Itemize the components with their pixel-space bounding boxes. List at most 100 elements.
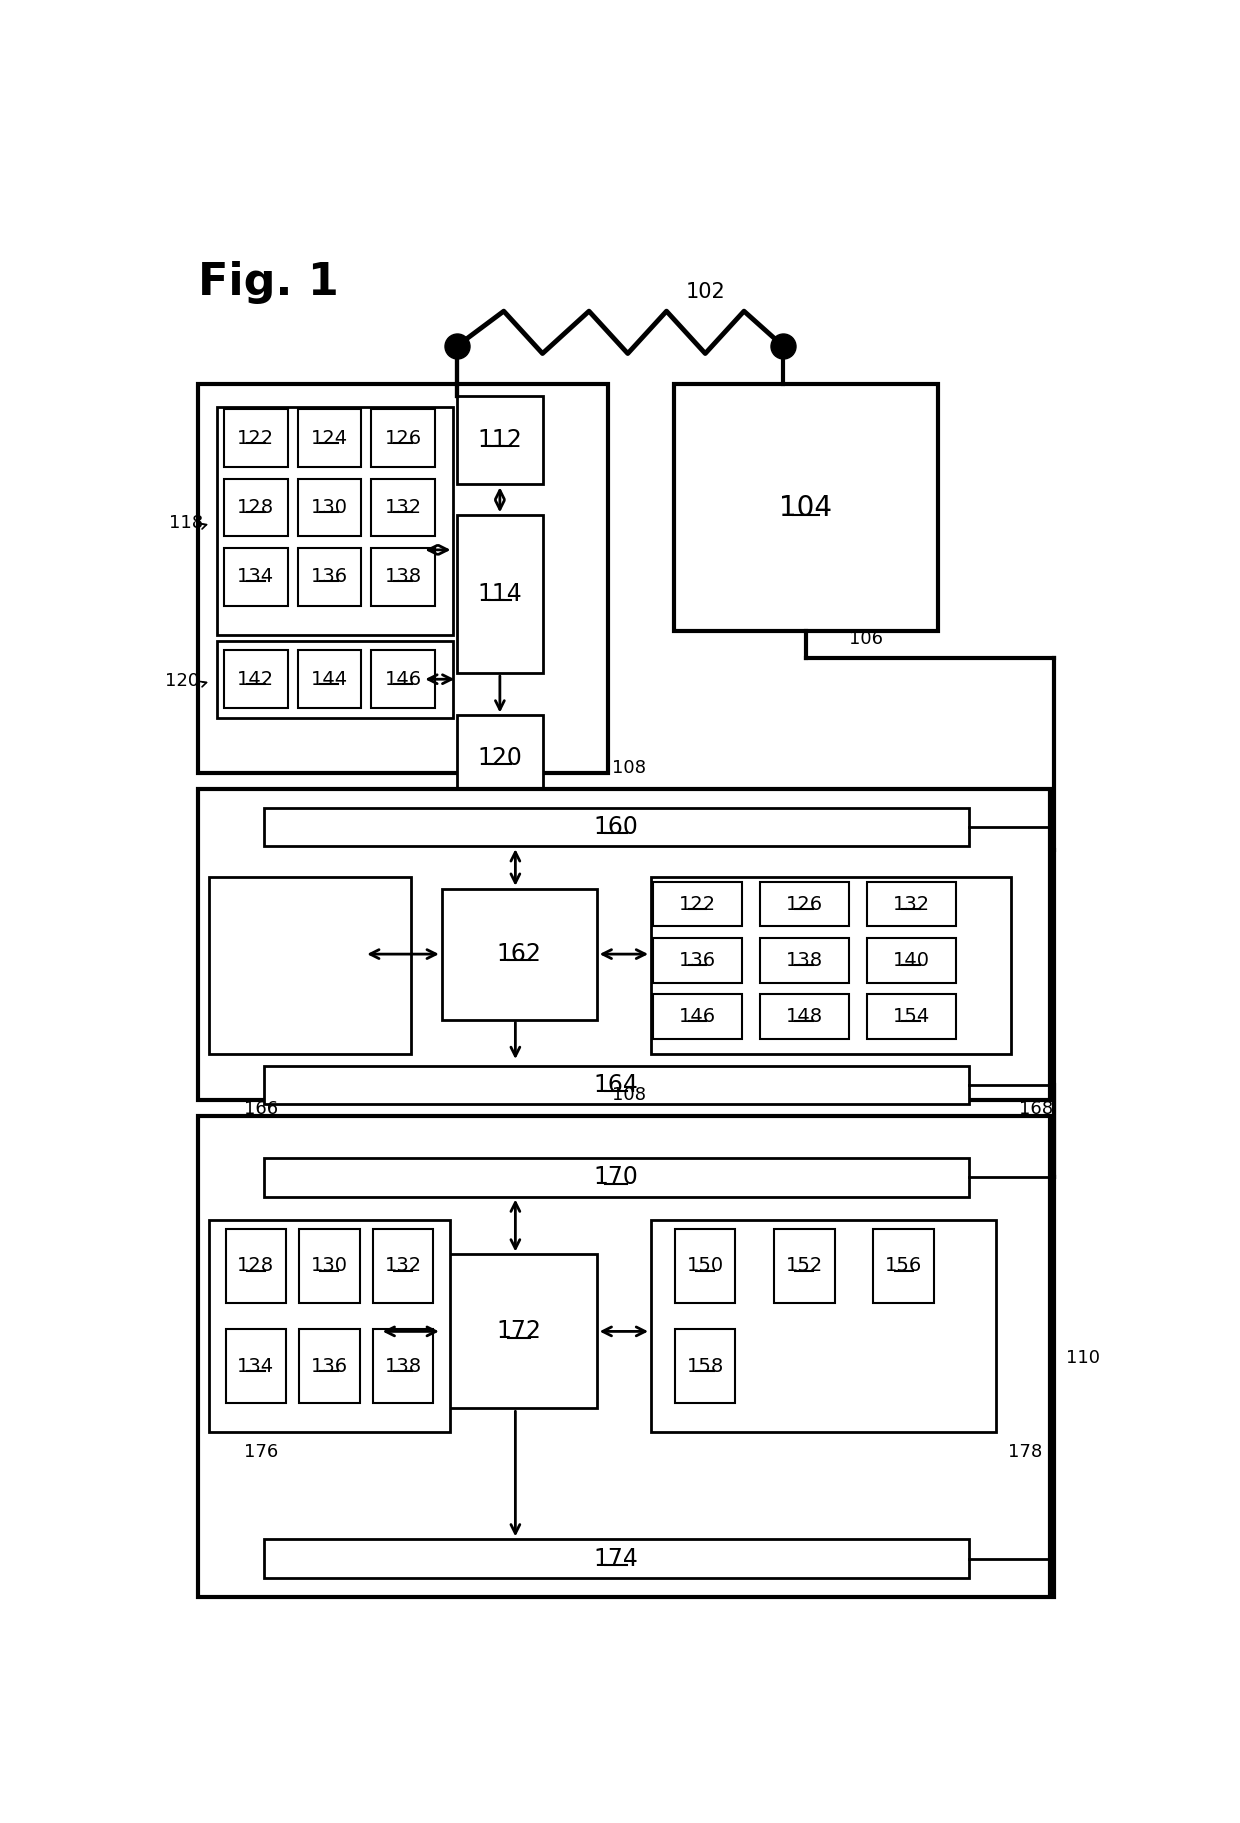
Bar (373, 1229, 433, 1303)
Text: 134: 134 (237, 1356, 274, 1376)
Text: 128: 128 (237, 498, 274, 518)
Text: 138: 138 (384, 1356, 422, 1376)
Text: 106: 106 (848, 631, 883, 649)
Text: 146: 146 (680, 1006, 715, 1026)
Text: 124: 124 (311, 428, 348, 448)
Text: 114: 114 (477, 582, 522, 605)
Text: 138: 138 (786, 952, 823, 970)
Bar (373, 1329, 433, 1402)
Bar (653, 939, 742, 983)
Text: 132: 132 (893, 895, 930, 913)
Bar (217, 407, 454, 634)
Bar (217, 640, 454, 718)
Text: 132: 132 (384, 498, 422, 518)
Text: 112: 112 (477, 428, 522, 452)
Text: 170: 170 (594, 1165, 639, 1189)
Bar (867, 939, 956, 983)
Bar (371, 410, 435, 467)
Text: 168: 168 (1019, 1101, 1053, 1117)
Bar (263, 1066, 968, 1105)
Bar (298, 651, 361, 707)
Bar (371, 651, 435, 707)
Bar (226, 1329, 286, 1402)
Bar (441, 888, 596, 1019)
Text: 104: 104 (780, 494, 832, 521)
Bar (298, 410, 361, 467)
Bar (760, 939, 849, 983)
Bar (651, 877, 1012, 1054)
Bar (224, 549, 288, 605)
Text: 178: 178 (1007, 1444, 1042, 1460)
Text: 108: 108 (613, 758, 646, 777)
Bar (867, 882, 956, 926)
Bar (441, 1254, 596, 1409)
Bar (197, 385, 609, 773)
Bar (224, 410, 288, 467)
Bar (760, 994, 849, 1039)
Bar (371, 549, 435, 605)
Bar (458, 715, 543, 800)
Text: 136: 136 (311, 567, 348, 587)
Text: 136: 136 (680, 952, 715, 970)
Bar (653, 994, 742, 1039)
Text: 162: 162 (497, 942, 542, 966)
Text: 138: 138 (384, 567, 422, 587)
Text: 144: 144 (311, 669, 348, 689)
Bar (651, 1220, 996, 1431)
Bar (675, 1329, 735, 1402)
Bar (226, 1229, 286, 1303)
Text: 154: 154 (893, 1006, 930, 1026)
Text: 142: 142 (237, 669, 274, 689)
Bar (197, 789, 1050, 1101)
Text: 120: 120 (477, 746, 522, 769)
Text: 172: 172 (497, 1320, 542, 1344)
Bar (299, 1229, 360, 1303)
Text: 102: 102 (686, 283, 725, 303)
Bar (371, 479, 435, 536)
Text: 158: 158 (687, 1356, 724, 1376)
Bar (263, 1539, 968, 1579)
Bar (210, 877, 410, 1054)
Bar (298, 479, 361, 536)
Text: 126: 126 (786, 895, 823, 913)
Bar (675, 1229, 735, 1303)
Text: 174: 174 (594, 1546, 639, 1571)
Bar (458, 516, 543, 673)
Bar (263, 808, 968, 846)
Text: 110: 110 (1065, 1349, 1100, 1367)
Text: 130: 130 (311, 1256, 348, 1276)
Bar (197, 1116, 1050, 1597)
Text: 150: 150 (687, 1256, 724, 1276)
Text: 134: 134 (237, 567, 274, 587)
Text: 122: 122 (237, 428, 274, 448)
Bar (224, 651, 288, 707)
Text: 164: 164 (594, 1074, 639, 1097)
Text: 176: 176 (244, 1444, 278, 1460)
Text: 126: 126 (384, 428, 422, 448)
Text: 108: 108 (613, 1087, 646, 1105)
Bar (873, 1229, 934, 1303)
Bar (675, 385, 937, 631)
Text: 120: 120 (165, 671, 200, 689)
Bar (263, 1158, 968, 1196)
Bar (210, 1220, 449, 1431)
Text: 130: 130 (311, 498, 348, 518)
Text: Fig. 1: Fig. 1 (197, 261, 339, 304)
Bar (774, 1229, 835, 1303)
Text: 152: 152 (786, 1256, 823, 1276)
Text: 128: 128 (237, 1256, 274, 1276)
Text: 136: 136 (311, 1356, 348, 1376)
Text: 140: 140 (893, 952, 930, 970)
Text: 146: 146 (384, 669, 422, 689)
Text: 132: 132 (384, 1256, 422, 1276)
Text: 160: 160 (594, 815, 639, 839)
Bar (299, 1329, 360, 1402)
Bar (298, 549, 361, 605)
Text: 148: 148 (786, 1006, 823, 1026)
Bar (224, 479, 288, 536)
Bar (760, 882, 849, 926)
Bar (458, 396, 543, 485)
Text: 156: 156 (885, 1256, 923, 1276)
Bar (867, 994, 956, 1039)
Bar (653, 882, 742, 926)
